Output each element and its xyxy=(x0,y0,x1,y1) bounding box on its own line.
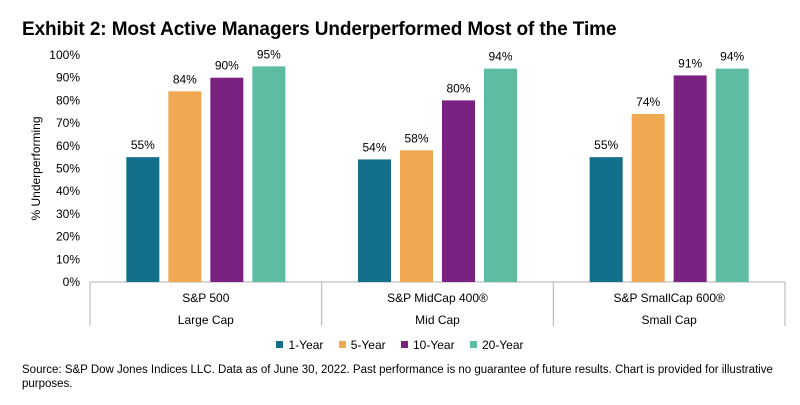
legend-item-10-year: 10-Year xyxy=(401,338,455,352)
legend-label-1-year: 1-Year xyxy=(288,337,324,352)
legend-label-5-year: 5-Year xyxy=(350,337,386,352)
y-axis-label: % Underperforming xyxy=(29,116,43,220)
legend-swatch-1-year xyxy=(276,341,284,348)
data-label: 55% xyxy=(131,138,155,152)
bar xyxy=(442,100,475,283)
data-label: 94% xyxy=(488,50,512,64)
legend-swatch-5-year xyxy=(338,341,346,348)
category-group-label: Large Cap xyxy=(178,313,234,327)
bar-chart: 0% 10% 20% 30% 40% 50% 60% 70% 80% 90% 100% % Under… xyxy=(29,47,786,327)
data-label: 91% xyxy=(678,56,702,70)
y-tick-label: 50% xyxy=(56,162,80,176)
legend-item-1-year: 1-Year xyxy=(276,338,323,352)
data-label: 58% xyxy=(404,131,428,145)
y-tick-label: 90% xyxy=(56,71,80,85)
category-group-label: Mid Cap xyxy=(415,313,460,327)
y-tick-label: 40% xyxy=(56,184,80,198)
chart-title: Exhibit 2: Most Active Managers Underper… xyxy=(22,19,617,40)
legend-label-10-year: 10-Year xyxy=(413,337,455,352)
y-tick-label: 60% xyxy=(56,139,80,153)
source-note: Source: S&P Dow Jones Indices LLC. Data … xyxy=(22,364,773,390)
category-label: S&P SmallCap 600® xyxy=(613,291,725,305)
data-label: 84% xyxy=(173,72,197,86)
y-tick-label: 20% xyxy=(56,230,80,244)
y-tick-label: 10% xyxy=(56,252,80,266)
category-group-label: Small Cap xyxy=(641,313,697,327)
bar xyxy=(126,157,160,282)
data-label: 95% xyxy=(257,47,281,61)
bar xyxy=(484,68,517,283)
bar xyxy=(358,159,391,282)
data-label: 55% xyxy=(594,138,618,152)
bar xyxy=(210,77,244,282)
category-label: S&P 500 xyxy=(182,291,229,305)
y-tick-label: 0% xyxy=(63,275,81,289)
bar xyxy=(673,75,707,283)
y-tick-label: 100% xyxy=(49,48,80,62)
legend-swatch-10-year xyxy=(401,341,408,348)
legend: 1-Year 5-Year 10-Year 20-Year xyxy=(0,337,800,352)
category-label: S&P MidCap 400® xyxy=(387,291,488,305)
bar xyxy=(631,114,665,283)
legend-label-20-year: 20-Year xyxy=(481,337,524,352)
bar xyxy=(252,66,286,282)
data-label: 90% xyxy=(215,59,239,73)
y-tick-label: 30% xyxy=(56,207,80,221)
data-label: 74% xyxy=(636,95,660,109)
legend-item-20-year: 20-Year xyxy=(469,337,524,352)
legend-swatch-20-year xyxy=(469,341,477,348)
bar xyxy=(715,68,749,283)
y-tick-label: 70% xyxy=(56,116,80,130)
data-label: 54% xyxy=(362,140,386,154)
bar xyxy=(400,150,433,282)
bar xyxy=(168,91,202,282)
data-label: 94% xyxy=(720,50,744,64)
bar xyxy=(589,157,623,282)
y-tick-label: 80% xyxy=(56,93,80,107)
data-label: 80% xyxy=(446,81,470,95)
legend-item-5-year: 5-Year xyxy=(338,337,386,352)
